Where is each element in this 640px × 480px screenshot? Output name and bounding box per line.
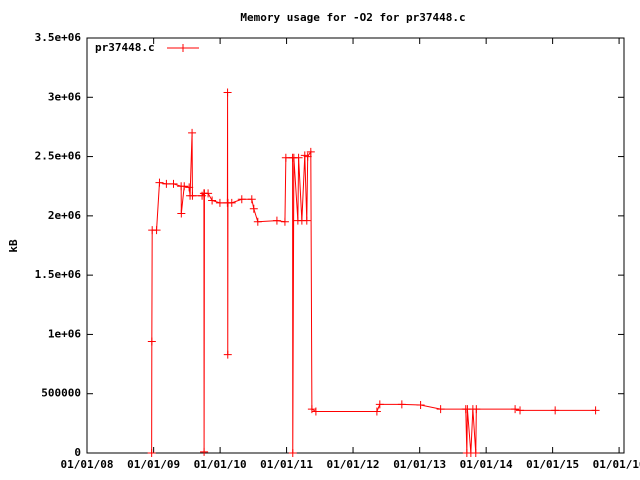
point-marker	[188, 128, 197, 137]
point-marker	[303, 152, 312, 161]
point-marker	[311, 407, 320, 416]
x-tick-label: 01/01/11	[260, 458, 313, 471]
point-marker	[249, 204, 258, 213]
y-tick-label: 500000	[41, 387, 81, 400]
point-marker	[436, 405, 445, 414]
point-marker	[471, 449, 480, 457]
y-tick-label: 2.5e+06	[35, 150, 82, 163]
x-tick-label: 01/01/12	[327, 458, 380, 471]
y-axis-label: kB	[7, 239, 20, 253]
x-tick-label: 01/01/16	[593, 458, 640, 471]
y-tick-label: 0	[74, 446, 81, 459]
point-marker	[208, 196, 217, 205]
y-tick-label: 2e+06	[48, 209, 81, 222]
point-marker	[204, 189, 213, 198]
x-tick-label: 01/01/08	[61, 458, 114, 471]
point-marker	[215, 198, 224, 207]
y-tick-label: 1e+06	[48, 327, 81, 340]
point-marker	[223, 88, 232, 97]
point-marker	[180, 182, 189, 191]
chart-title: Memory usage for -O2 for pr37448.c	[240, 11, 465, 24]
legend-label: pr37448.c	[95, 41, 155, 54]
point-marker	[302, 216, 311, 225]
x-tick-label: 01/01/13	[393, 458, 446, 471]
point-marker	[511, 405, 520, 414]
point-marker	[516, 406, 525, 415]
y-tick-label: 3e+06	[48, 90, 81, 103]
x-tick-label: 01/01/15	[526, 458, 579, 471]
point-marker	[372, 407, 381, 416]
point-marker	[162, 179, 171, 188]
point-marker	[253, 217, 262, 226]
y-tick-label: 3.5e+06	[35, 31, 82, 44]
point-marker	[551, 406, 560, 415]
point-marker	[472, 405, 481, 414]
point-marker	[155, 178, 164, 187]
point-marker	[591, 406, 600, 415]
point-marker	[281, 153, 290, 162]
point-marker	[272, 216, 281, 225]
point-marker	[169, 179, 178, 188]
point-marker	[247, 195, 256, 204]
point-marker	[185, 183, 194, 192]
plot-frame	[86, 37, 625, 454]
point-marker	[227, 198, 236, 207]
y-tick-label: 1.5e+06	[35, 268, 82, 281]
legend-marker	[179, 44, 187, 52]
point-marker	[237, 195, 246, 204]
point-marker	[280, 217, 289, 226]
x-tick-label: 01/01/10	[194, 458, 247, 471]
point-marker	[294, 153, 303, 162]
point-marker	[416, 400, 425, 409]
point-marker	[147, 449, 156, 457]
point-marker	[177, 209, 186, 218]
point-marker	[200, 447, 209, 456]
point-marker	[152, 226, 161, 235]
point-marker	[288, 449, 297, 457]
point-marker	[188, 191, 197, 200]
point-marker	[307, 405, 316, 414]
point-marker	[375, 400, 384, 409]
point-marker	[306, 147, 315, 156]
x-tick-label: 01/01/09	[127, 458, 180, 471]
x-tick-label: 01/01/14	[460, 458, 513, 471]
point-marker	[397, 400, 406, 409]
point-marker	[147, 337, 156, 346]
point-marker	[223, 350, 232, 359]
